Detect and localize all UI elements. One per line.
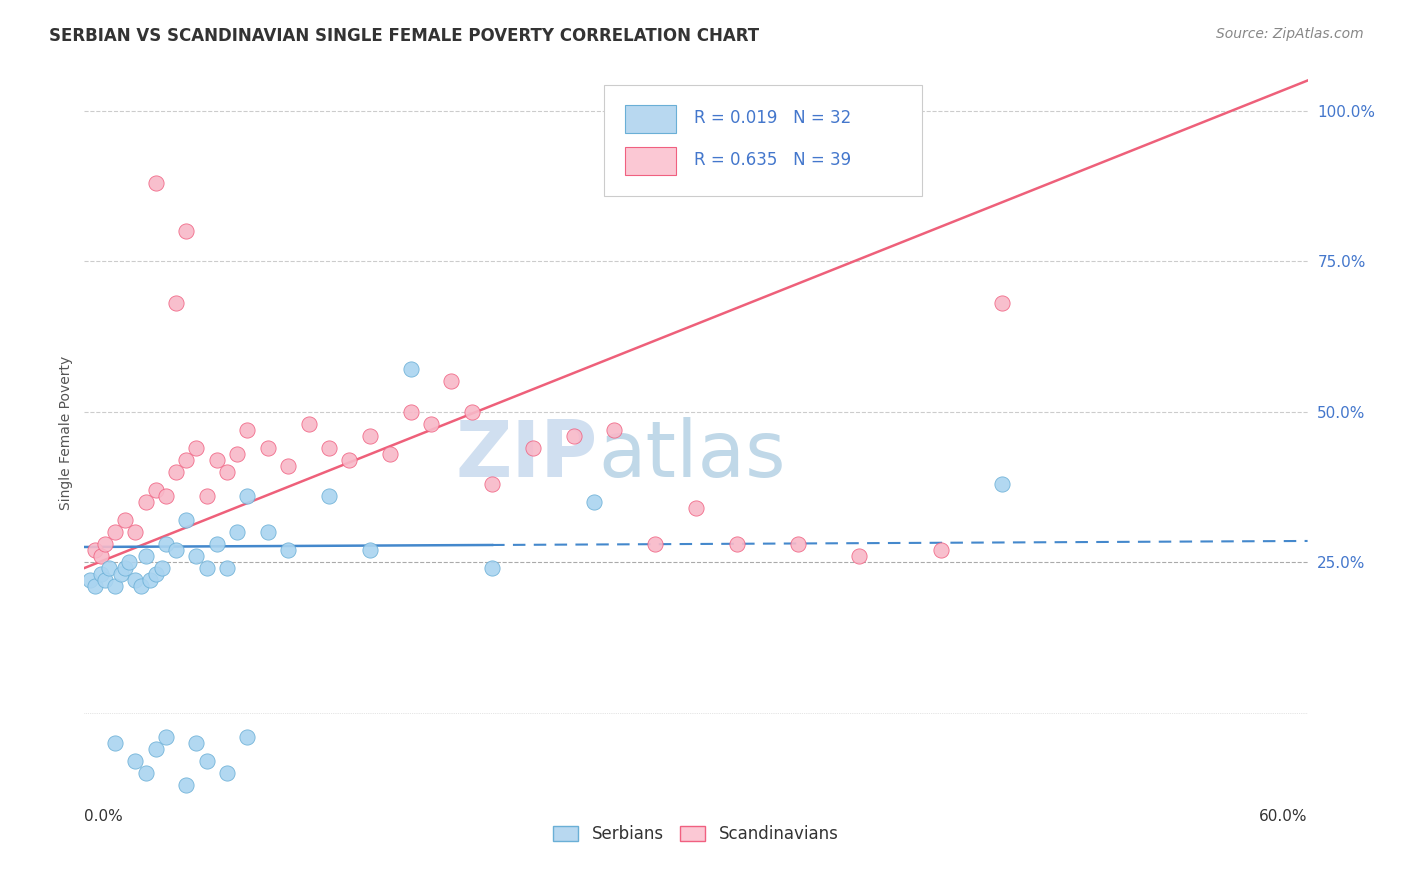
Point <box>131 579 153 593</box>
Point <box>135 765 157 780</box>
Point <box>138 573 160 587</box>
Legend: Serbians, Scandinavians: Serbians, Scandinavians <box>547 819 845 850</box>
Point <box>562 428 585 442</box>
Point <box>257 524 280 539</box>
Point <box>97 561 120 575</box>
Point <box>277 458 299 473</box>
Text: SERBIAN VS SCANDINAVIAN SINGLE FEMALE POVERTY CORRELATION CHART: SERBIAN VS SCANDINAVIAN SINGLE FEMALE PO… <box>49 27 759 45</box>
Point <box>195 489 218 503</box>
Point <box>380 447 402 461</box>
Point <box>165 465 187 479</box>
Point <box>155 489 177 503</box>
Text: ZIP: ZIP <box>456 417 598 493</box>
Point <box>104 736 127 750</box>
Point <box>481 476 503 491</box>
Text: R = 0.635   N = 39: R = 0.635 N = 39 <box>693 151 851 169</box>
Point <box>124 573 146 587</box>
Point <box>522 441 544 455</box>
Point <box>135 549 157 563</box>
Point <box>787 537 810 551</box>
Bar <box>626 147 676 175</box>
Point <box>93 573 115 587</box>
Point <box>104 524 127 539</box>
Point <box>685 500 707 515</box>
Point <box>236 489 259 503</box>
Point <box>339 452 361 467</box>
Point <box>236 730 259 744</box>
Point <box>991 476 1014 491</box>
Point <box>725 537 748 551</box>
Point <box>359 428 381 442</box>
Point <box>165 543 187 558</box>
Point <box>145 741 167 756</box>
Point <box>104 579 127 593</box>
Point <box>174 778 197 792</box>
Point <box>155 730 177 744</box>
Point <box>226 524 249 539</box>
Point <box>145 176 167 190</box>
FancyBboxPatch shape <box>605 85 922 195</box>
Point <box>118 555 141 569</box>
Point <box>110 567 132 582</box>
Point <box>174 513 197 527</box>
Point <box>145 567 167 582</box>
Point <box>440 375 463 389</box>
Point <box>298 417 321 431</box>
Point <box>83 579 105 593</box>
Point <box>83 543 105 558</box>
Point <box>195 754 218 768</box>
Point <box>165 296 187 310</box>
Point <box>155 537 177 551</box>
Point <box>186 736 208 750</box>
Point <box>186 549 208 563</box>
Point <box>79 573 101 587</box>
Point <box>150 561 173 575</box>
Point <box>217 561 239 575</box>
Point <box>318 489 340 503</box>
Text: R = 0.019   N = 32: R = 0.019 N = 32 <box>693 109 851 127</box>
Point <box>114 513 136 527</box>
Point <box>217 465 239 479</box>
Y-axis label: Single Female Poverty: Single Female Poverty <box>59 356 73 509</box>
Point <box>217 765 239 780</box>
Point <box>359 543 381 558</box>
Text: atlas: atlas <box>598 417 786 493</box>
Point <box>318 441 340 455</box>
Point <box>114 561 136 575</box>
Point <box>991 296 1014 310</box>
Point <box>236 423 259 437</box>
Point <box>93 537 115 551</box>
Point <box>205 452 228 467</box>
Point <box>90 567 112 582</box>
Point <box>90 549 112 563</box>
Point <box>124 754 146 768</box>
Point <box>481 561 503 575</box>
Point <box>461 404 484 418</box>
Text: 60.0%: 60.0% <box>1260 809 1308 824</box>
Point <box>145 483 167 497</box>
Point <box>399 404 422 418</box>
Bar <box>626 104 676 133</box>
Point <box>420 417 443 431</box>
Point <box>848 549 870 563</box>
Text: 0.0%: 0.0% <box>84 809 124 824</box>
Point <box>205 537 228 551</box>
Text: Source: ZipAtlas.com: Source: ZipAtlas.com <box>1216 27 1364 41</box>
Point <box>174 452 197 467</box>
Point <box>186 441 208 455</box>
Point <box>277 543 299 558</box>
Point <box>929 543 952 558</box>
Point <box>195 561 218 575</box>
Point <box>257 441 280 455</box>
Point <box>644 537 666 551</box>
Point <box>135 495 157 509</box>
Point <box>226 447 249 461</box>
Point <box>124 524 146 539</box>
Point <box>583 495 606 509</box>
Point <box>399 362 422 376</box>
Point <box>174 224 197 238</box>
Point <box>603 423 626 437</box>
